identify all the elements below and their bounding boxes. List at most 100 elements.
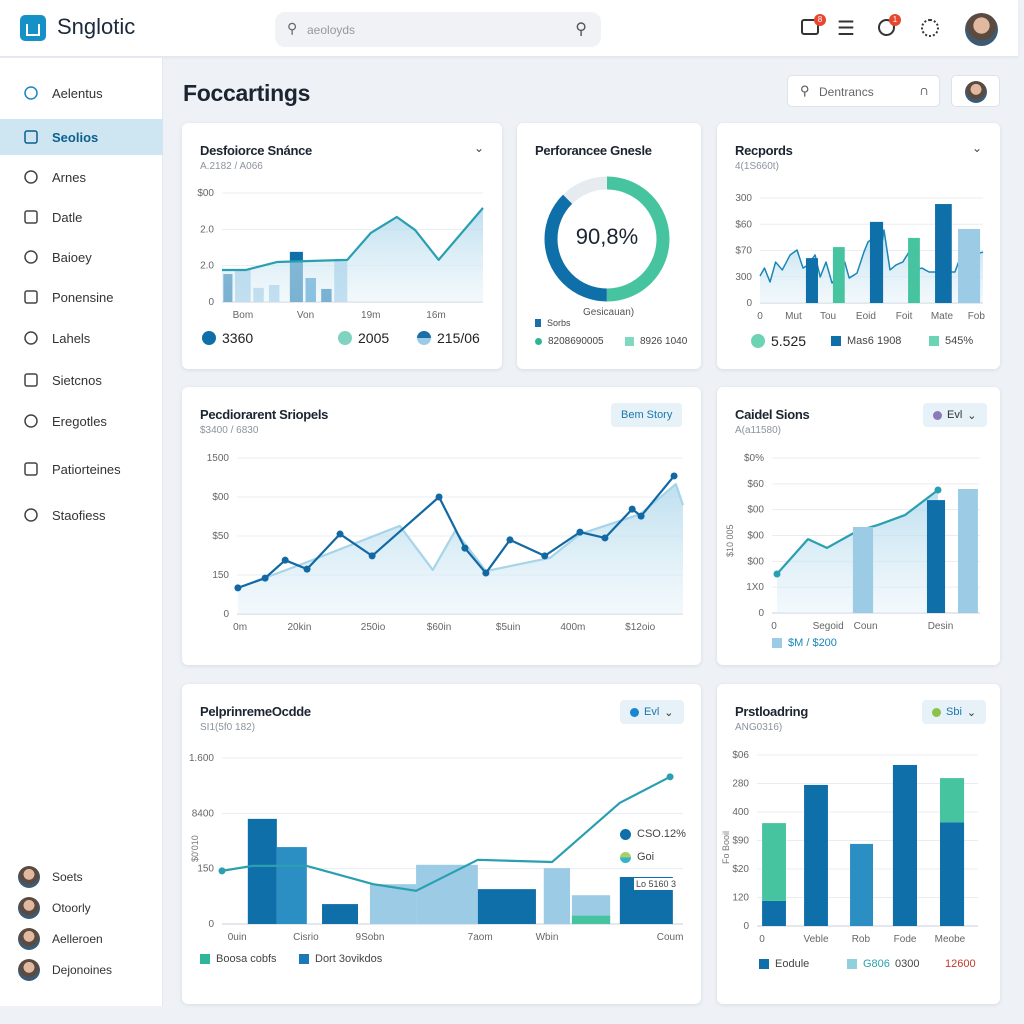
sidebar-item-label: Sietcnos [52,372,102,388]
profile-button[interactable] [951,75,1000,107]
legend-label: Boosa cobfs [216,953,277,965]
chevron-down-icon: ⌄ [664,706,674,719]
dropdown-label: Evl [644,706,660,718]
card-title: Desfoiorce Snánce [200,143,312,158]
legend-label: Mas6 1908 [847,335,902,347]
sidebar-item-sietcnos[interactable]: Sietcnos [0,362,163,398]
card-recpords: Recpords 4(1S660t) ⌄ 5.525 Mas6 1908 545… [717,123,1000,369]
search-icon: ⚲ [287,20,298,36]
avatar [18,866,40,888]
legend-value: 5.525 [771,333,807,349]
legend-dot-icon [202,331,216,345]
card-title: Prstloadring [735,704,808,719]
app-logo: Snglotic [57,14,136,39]
legend-dot-icon [620,828,631,840]
card-subtitle: A(a11580) [735,425,781,436]
sidebar-item-label: Aelentus [52,85,103,101]
avatar [18,928,40,950]
sidebar-item-staofiess[interactable]: Staofiess [0,497,163,533]
card-pelprinreme-ocdde: PelprinremeOcdde SI1(5f0 182) Evl ⌄ $0'01… [182,684,701,1004]
legend-label: 12600 [945,958,976,970]
zoom-icon [24,508,38,522]
sidebar-user[interactable]: Soets [18,866,83,888]
chat-icon[interactable] [878,19,895,36]
folder-icon [24,290,38,304]
y-axis-label: $10 005 [725,524,735,557]
chevron-down-icon[interactable]: ⌄ [971,141,982,155]
user-avatar[interactable] [965,13,998,46]
sidebar-item-seolios[interactable]: Seolios [0,119,163,155]
menu-icon[interactable]: ☰ [837,18,855,40]
sidebar-item-lahels[interactable]: Lahels [0,320,163,356]
notification-badge: 8 [814,14,826,26]
sidebar-user[interactable]: Otoorly [18,897,91,919]
card-title: Perforancee Gnesle [535,143,652,158]
donut-chart [544,176,670,302]
search-icon [24,373,38,387]
sidebar-item-baioey[interactable]: Baioey [0,239,163,275]
chevron-down-icon[interactable]: ⌄ [473,141,484,155]
card-title: Caidel Sions [735,407,810,422]
card-title: PelprinremeOcdde [200,704,311,719]
inbox-icon[interactable] [801,19,819,35]
legend-label: G806 [863,958,890,970]
card-prstloadring: Prstloadring ANG0316) Sbi ⌄ Fo Booil Eodu… [717,684,1000,1004]
legend-label: Eodule [775,958,810,970]
tag-icon [24,331,38,345]
user-name: Soets [52,870,83,884]
top-header: Snglotic ⚲ aeoloyds ⚲ 8 ☰ 1 [0,0,1018,57]
sidebar-item-eregotles[interactable]: Eregotles [0,403,163,439]
card-subtitle: 4(1S660t) [735,161,779,172]
button-label: Bem Story [621,409,673,421]
donut-segment-gray [544,176,670,302]
legend-dot-icon [620,851,631,863]
chevron-down-icon: ⌄ [966,706,977,719]
search-input[interactable]: ⚲ aeoloyds ⚲ [275,12,601,47]
period-dropdown[interactable]: Sbi ⌄ [922,700,987,724]
page-title: Foccartings [183,80,311,106]
filter-input[interactable]: ⚲ Dentrancs ∩ [787,75,940,107]
y-axis-label: $0'010 [190,835,200,862]
legend-dot-icon [751,334,765,348]
legend-label: $M / $200 [788,637,837,649]
sidebar: Aelentus Seolios Arnes Datle Baioey Ponensine… [0,58,163,1006]
help-icon[interactable] [921,19,939,37]
y-axis-label: Fo Booil [721,830,731,864]
period-dropdown[interactable]: Evl ⌄ [923,403,987,427]
search-icon: ⚲ [800,83,810,98]
sidebar-user[interactable]: Dejonoines [18,959,112,981]
files-icon [24,250,38,264]
legend-label: 8208690005 [548,336,604,347]
card-subtitle: SI1(5f0 182) [200,722,256,733]
sidebar-item-label: Arnes [52,169,86,185]
sidebar-item-patiorteines[interactable]: Patiorteines [0,451,163,487]
legend-dot-icon [535,338,542,345]
dropdown-label: Sbi [946,706,962,718]
bubble-icon [24,414,38,428]
card-desfoiorce-snance: Desfoiorce Snánce A.2182 / A066 ⌄ 3360 2… [182,123,502,369]
search-submit-icon[interactable]: ⚲ [575,21,587,38]
card-subtitle: ANG0316) [735,722,783,733]
card-subtitle: A.2182 / A066 [200,161,263,172]
legend-value: 215/06 [437,330,480,346]
legend-icon [535,319,541,327]
card-pecdiorarent-sriopels: Pecdiorarent Sriopels $3400 / 6830 Bem S… [182,387,701,665]
sidebar-item-ponensine[interactable]: Ponensine [0,279,163,315]
sidebar-item-label: Patiorteines [52,461,121,477]
card-title: Recpords [735,143,793,158]
sidebar-user[interactable]: Aelleroen [18,928,103,950]
legend-square-icon [831,336,841,346]
sidebar-item-label: Datle [52,209,83,225]
legend-label: CSO.12% [637,828,686,840]
legend-dot-icon [417,331,431,345]
period-dropdown[interactable]: Evl ⌄ [620,700,684,724]
refresh-icon[interactable]: ∩ [918,82,929,98]
sidebar-item-datle[interactable]: Datle [0,199,163,235]
sidebar-item-aelentus[interactable]: Aelentus [0,75,163,111]
legend-label: Sorbs [547,318,571,328]
story-button[interactable]: Bem Story [611,403,683,427]
sidebar-item-label: Staofiess [52,507,106,523]
legend-square-icon [200,954,210,964]
sidebar-item-label: Ponensine [52,289,114,305]
sidebar-item-arnes[interactable]: Arnes [0,159,163,195]
